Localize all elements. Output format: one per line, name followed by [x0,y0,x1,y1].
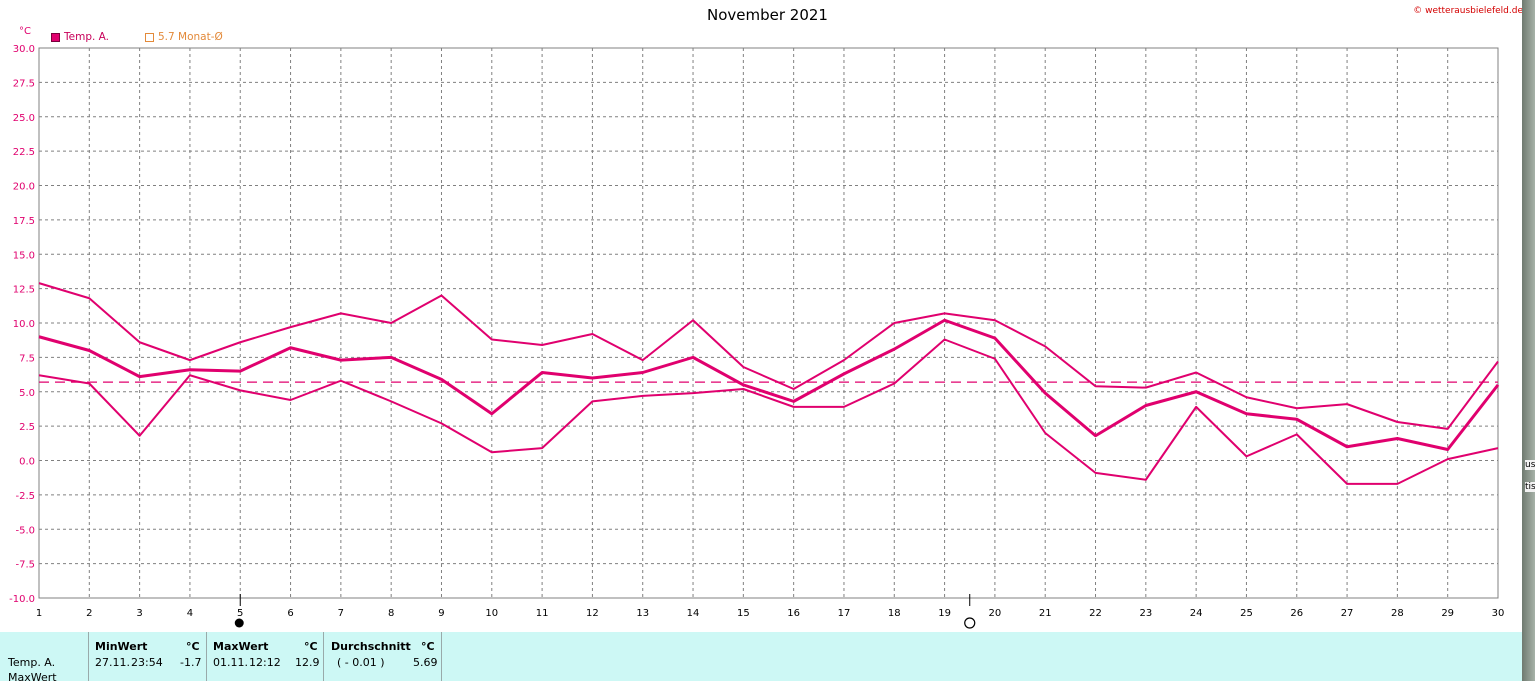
grid [38,47,1499,599]
max-date: 01.11. [213,656,248,669]
x-tick-label: 5 [237,608,243,619]
y-tick-label: 20.0 [13,182,35,193]
stats-separator [323,632,324,681]
x-tick-label: 7 [338,608,344,619]
statistics-panel: Temp. A. MaxWert MinWert °C 27.11. 23:54… [0,632,1522,684]
x-tick-label: 17 [838,608,851,619]
stats-separator [88,632,89,681]
x-tick-label: 6 [287,608,293,619]
x-tick-label: 22 [1089,608,1102,619]
stats-separator [441,632,442,681]
y-tick-label: -10.0 [9,594,35,605]
x-tick-label: 25 [1240,608,1253,619]
legend-swatch-empty [145,32,154,42]
axes: 30.027.525.022.520.017.515.012.510.07.55… [9,44,1505,629]
x-tick-label: 8 [388,608,394,619]
window-fragment-text: tis [1525,482,1535,492]
x-tick-label: 26 [1290,608,1303,619]
plot-frame [38,47,1499,599]
min-time: 23:54 [131,656,163,669]
y-tick-label: -2.5 [15,491,35,502]
x-tick-label: 29 [1441,608,1454,619]
x-tick-label: 21 [1039,608,1052,619]
x-tick-label: 15 [737,608,750,619]
max-unit: °C [304,640,318,653]
y-tick-label: 22.5 [13,147,35,158]
y-tick-label: 25.0 [13,113,35,124]
avg-unit: °C [421,640,435,653]
x-tick-label: 11 [536,608,549,619]
temperature-chart: 30.027.525.022.520.017.515.012.510.07.55… [9,44,1505,629]
x-tick-label: 28 [1391,608,1404,619]
x-tick-label: 19 [938,608,951,619]
series-line-mean [38,318,1500,451]
x-tick-label: 27 [1341,608,1354,619]
y-tick-label: 15.0 [13,250,35,261]
legend-label-temp: Temp. A. [64,31,109,43]
x-tick-label: 3 [136,608,142,619]
max-header: MaxWert [213,640,269,653]
y-axis-unit: °C [19,26,31,37]
window-fragment-text: us [1525,460,1535,470]
legend-swatch-filled [51,32,60,42]
full-moon-icon [964,617,976,629]
legend-item-average[interactable]: 5.7 Monat-Ø [145,31,223,43]
x-tick-label: 12 [586,608,599,619]
x-tick-label: 1 [36,608,42,619]
y-tick-label: 5.0 [19,388,35,399]
y-tick-label: 12.5 [13,285,35,296]
series-line-max [38,282,1499,430]
x-tick-label: 14 [687,608,700,619]
series-line-min [38,338,1499,485]
x-tick-label: 23 [1139,608,1152,619]
series [38,282,1500,485]
background-window-edge: us tis [1522,0,1535,681]
y-tick-label: 27.5 [13,78,35,89]
x-tick-label: 30 [1492,608,1505,619]
min-value: -1.7 [180,656,202,669]
y-tick-label: 7.5 [19,353,35,364]
y-tick-label: 0.0 [19,457,35,468]
x-tick-label: 10 [485,608,498,619]
max-value: 12.9 [295,656,320,669]
y-tick-label: -7.5 [15,560,35,571]
x-tick-label: 24 [1190,608,1203,619]
y-tick-label: 30.0 [13,44,35,55]
legend-label-average: 5.7 Monat-Ø [158,31,223,43]
max-time: 12:12 [249,656,281,669]
stats-row-label: Temp. A. [8,656,56,669]
x-tick-label: 9 [438,608,444,619]
stats-row-label-2: MaxWert [8,671,57,684]
min-unit: °C [186,640,200,653]
x-tick-label: 18 [888,608,901,619]
y-tick-label: 2.5 [19,422,35,433]
avg-value: 5.69 [413,656,438,669]
credit-text[interactable]: © wetterausbielefeld.de [1413,6,1523,16]
x-tick-label: 16 [787,608,800,619]
y-tick-label: -5.0 [15,525,35,536]
legend-item-temp[interactable]: Temp. A. [51,31,109,43]
x-tick-label: 20 [989,608,1002,619]
avg-delta: ( - 0.01 ) [337,656,385,669]
x-tick-label: 2 [86,608,92,619]
chart-title: November 2021 [707,6,828,24]
min-date: 27.11. [95,656,130,669]
x-tick-label: 4 [187,608,193,619]
min-header: MinWert [95,640,148,653]
x-tick-label: 13 [636,608,649,619]
stats-separator [206,632,207,681]
avg-header: Durchschnitt [331,640,411,653]
y-tick-label: 10.0 [13,319,35,330]
y-tick-label: 17.5 [13,216,35,227]
new-moon-icon [234,618,244,628]
